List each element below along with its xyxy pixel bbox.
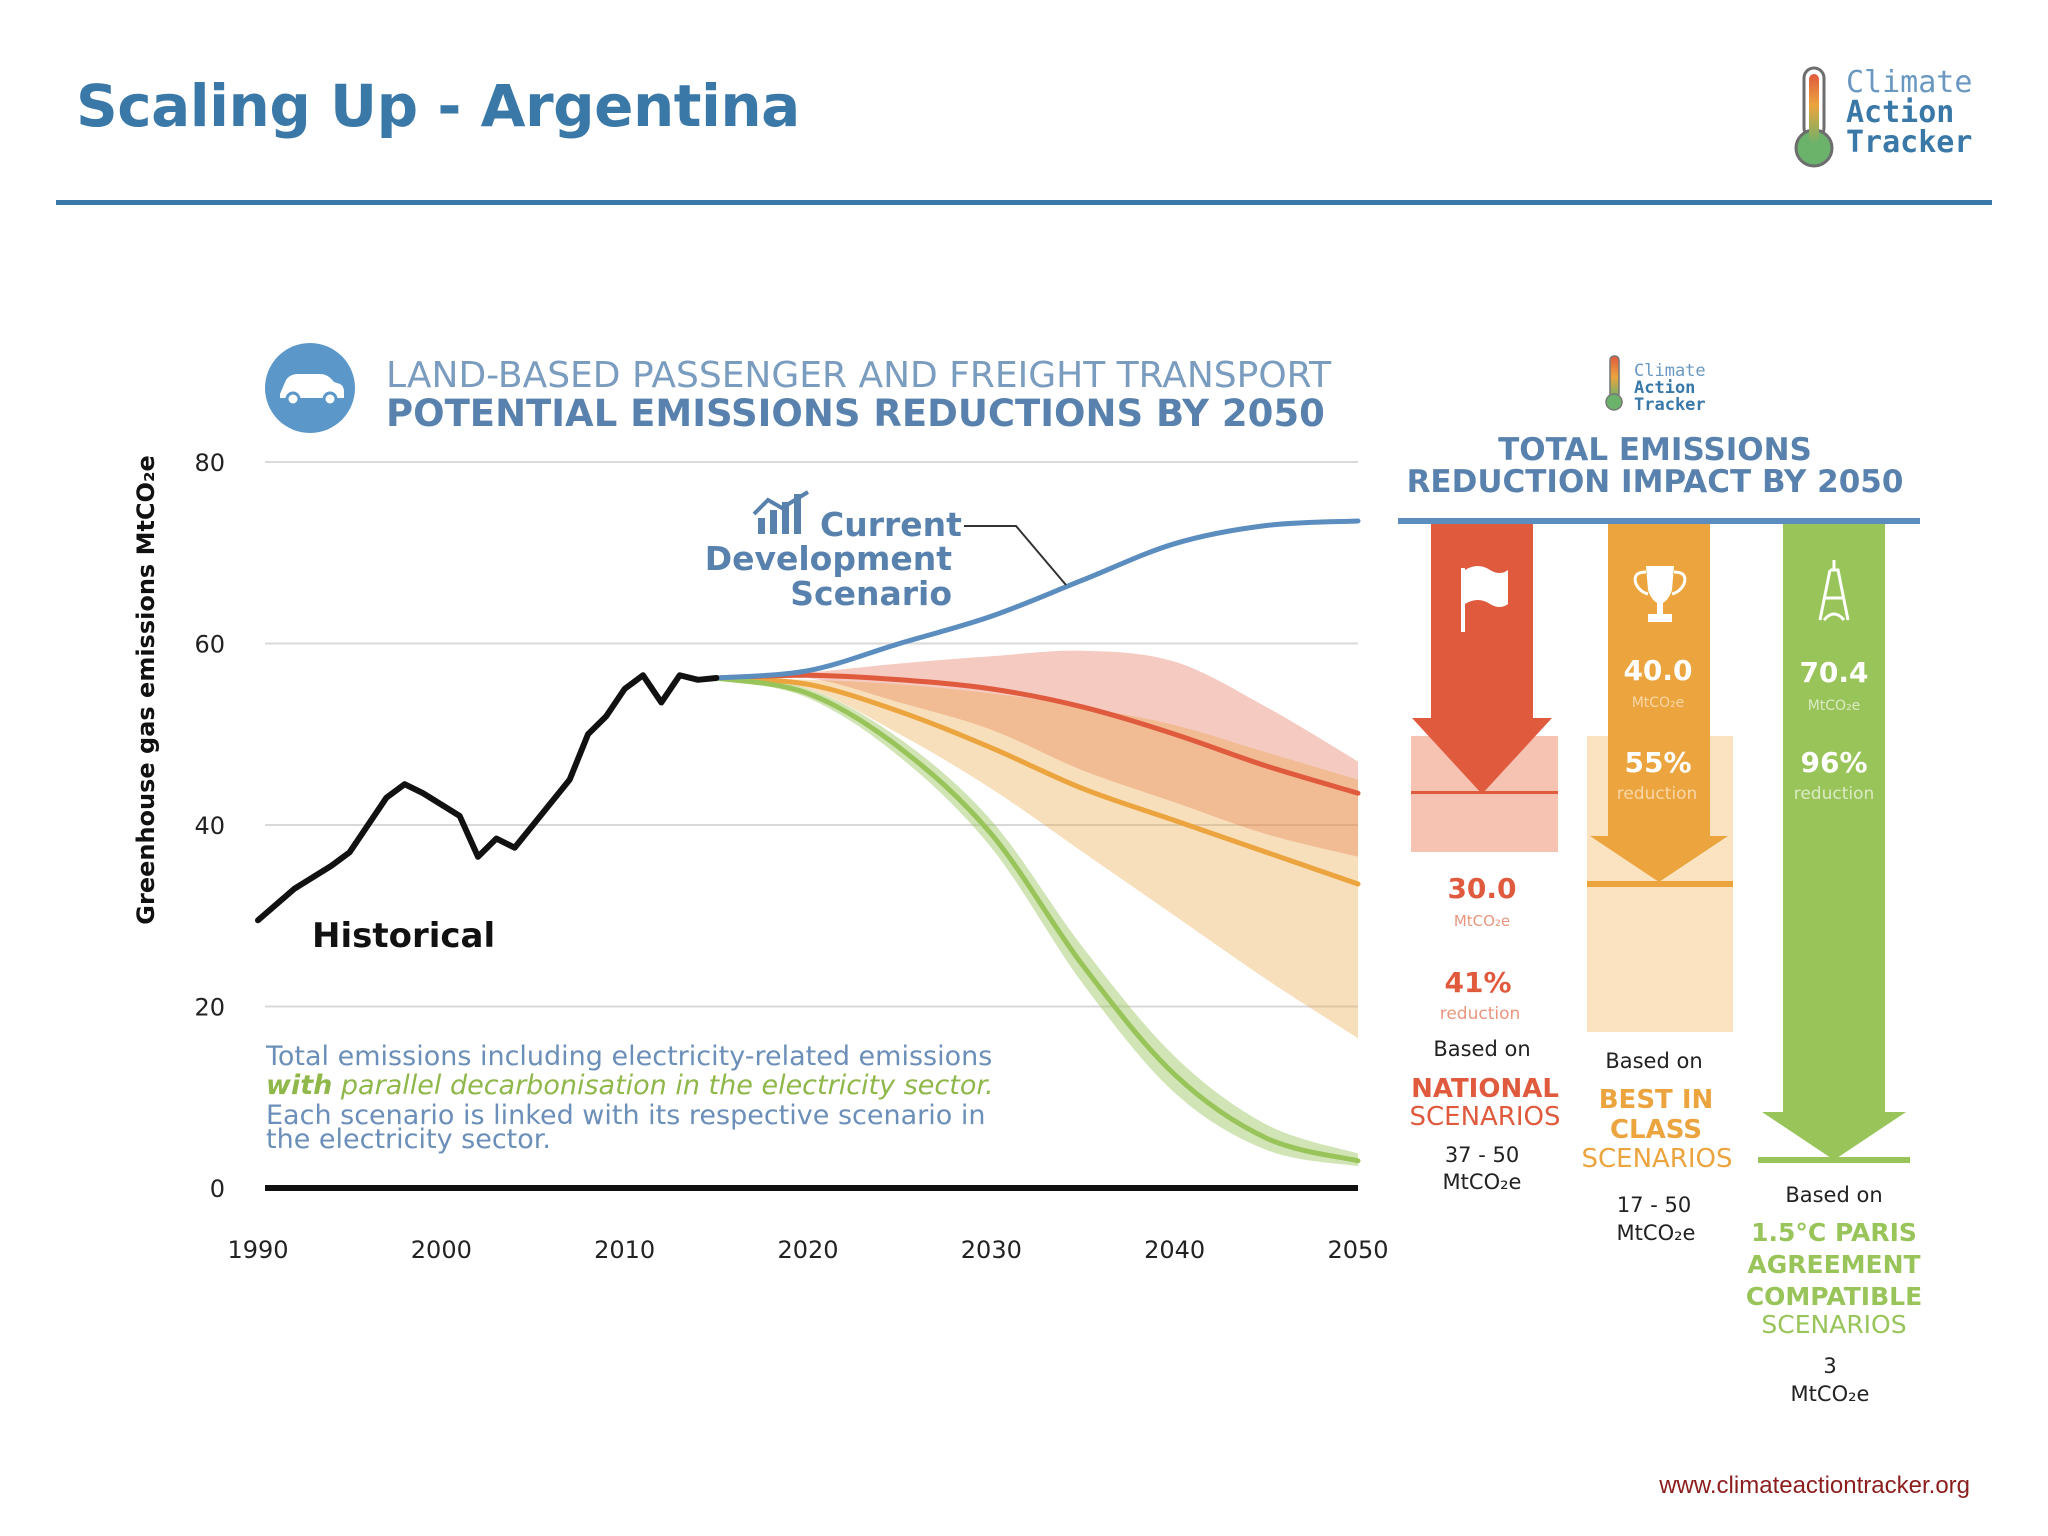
trophy-icon xyxy=(1633,566,1687,622)
thermometer-bulb xyxy=(1605,393,1623,411)
best-in-class-arrow xyxy=(1590,520,1728,882)
note-line: the electricity sector. xyxy=(266,1124,551,1155)
current-scenario-label: Scenario xyxy=(790,574,952,613)
best-in-class-scenario-label: SCENARIOS xyxy=(1581,1144,1732,1174)
thermometer-icon xyxy=(1609,355,1620,399)
best-in-class-value: 40.0 xyxy=(1623,654,1692,687)
paris-value: 70.4 xyxy=(1799,656,1868,689)
note-line: Total emissions including electricity-re… xyxy=(265,1041,992,1072)
best-in-class-scenario-label: BEST IN xyxy=(1599,1085,1714,1115)
current-scenario-label: Current xyxy=(820,505,962,544)
x-tick-label: 2030 xyxy=(961,1236,1022,1264)
paris-range-unit: MtCO₂e xyxy=(1791,1382,1870,1406)
historical-series-line xyxy=(255,672,720,924)
paris-based-on: Based on xyxy=(1785,1183,1882,1207)
paris-result-line xyxy=(1758,1157,1910,1163)
best-in-class-percent-label: reduction xyxy=(1617,784,1698,804)
note-emphasis: with xyxy=(266,1070,332,1101)
chart-subtitle: POTENTIAL EMISSIONS REDUCTIONS BY 2050 xyxy=(386,392,1325,435)
best-in-class-range-unit: MtCO₂e xyxy=(1617,1221,1696,1245)
national-scenario-label: SCENARIOS xyxy=(1409,1102,1560,1132)
best-in-class-range-band xyxy=(716,677,1358,1039)
national-unit: MtCO₂e xyxy=(1454,912,1510,930)
paris-scenario-label: SCENARIOS xyxy=(1761,1310,1906,1339)
eiffel-tower-icon xyxy=(1818,560,1850,622)
trend-chart-icon xyxy=(752,490,810,534)
best-in-class-series-line xyxy=(713,675,1361,887)
national-percent-label: reduction xyxy=(1440,1004,1521,1024)
impact-logo: Climate Action Tracker xyxy=(1605,355,1706,415)
y-tick-label: 40 xyxy=(194,812,225,840)
national-based-on: Based on xyxy=(1433,1037,1530,1061)
title-divider xyxy=(56,200,1992,205)
national-series-line xyxy=(713,672,1361,796)
paris-range: 3 xyxy=(1823,1354,1836,1378)
x-tick-label: 2000 xyxy=(411,1236,472,1264)
current-level-bar xyxy=(1398,518,1920,524)
y-tick-label: 0 xyxy=(210,1175,225,1203)
best-in-class-result-line xyxy=(1587,881,1733,887)
best-in-class-unit: MtCO₂e xyxy=(1632,695,1685,711)
car-icon xyxy=(280,374,344,407)
best-in-class-range: 17 - 50 xyxy=(1617,1193,1691,1217)
impact-heading: REDUCTION IMPACT BY 2050 xyxy=(1407,464,1904,500)
current-scenario-leader-line xyxy=(964,525,1067,586)
source-url[interactable]: www.climateactiontracker.org xyxy=(1659,1472,1970,1499)
best-in-class-percent: 55% xyxy=(1624,746,1691,779)
paris-scenario-label: AGREEMENT xyxy=(1747,1250,1920,1279)
national-range: 37 - 50 xyxy=(1445,1143,1519,1167)
thermometer-icon xyxy=(1794,66,1834,168)
impact-logo-text: Action xyxy=(1634,378,1695,398)
national-percent: 41% xyxy=(1444,966,1511,999)
logo-text-line: Climate xyxy=(1846,65,1973,100)
paris-arrow xyxy=(1762,520,1906,1160)
national-result-line xyxy=(1411,791,1558,794)
national-scenario-label: NATIONAL xyxy=(1411,1074,1559,1104)
flag-icon xyxy=(1461,566,1508,632)
paris-unit: MtCO₂e xyxy=(1808,698,1861,714)
x-tick-label: 2010 xyxy=(594,1236,655,1264)
national-arrow xyxy=(1412,520,1552,794)
page-title: Scaling Up - Argentina xyxy=(76,72,800,140)
paris-percent: 96% xyxy=(1800,746,1867,779)
paris-scenario-label: 1.5°C PARIS xyxy=(1751,1218,1917,1247)
y-axis-label: Greenhouse gas emissions MtCO₂e xyxy=(132,455,160,924)
paris-scenario-label: COMPATIBLE xyxy=(1746,1282,1922,1311)
note-line-rest: parallel decarbonisation in the electric… xyxy=(332,1070,993,1101)
x-tick-label: 1990 xyxy=(227,1236,288,1264)
note-line: with parallel decarbonisation in the ele… xyxy=(266,1070,994,1101)
x-tick-label: 2020 xyxy=(777,1236,838,1264)
note-line: Each scenario is linked with its respect… xyxy=(266,1100,985,1131)
logo-text-line: Action xyxy=(1846,95,1955,130)
national-value: 30.0 xyxy=(1447,872,1516,905)
impact-logo-text: Climate xyxy=(1634,361,1706,381)
impact-heading: TOTAL EMISSIONS xyxy=(1498,432,1812,468)
national-range-unit: MtCO₂e xyxy=(1443,1170,1522,1194)
y-tick-label: 60 xyxy=(194,631,225,659)
x-tick-label: 2050 xyxy=(1327,1236,1388,1264)
x-tick-label: 2040 xyxy=(1144,1236,1205,1264)
paris-percent-label: reduction xyxy=(1794,784,1875,804)
logo-text-line: Tracker xyxy=(1846,125,1973,160)
paris-series-line xyxy=(713,675,1361,1164)
climate-action-tracker-logo: Climate Action Tracker xyxy=(1790,62,2020,172)
best-in-class-scenario-label: CLASS xyxy=(1610,1115,1702,1145)
impact-logo-text: Tracker xyxy=(1634,395,1706,415)
historical-label: Historical xyxy=(312,916,495,956)
best-in-class-based-on: Based on xyxy=(1605,1049,1702,1073)
chart-title: LAND-BASED PASSENGER AND FREIGHT TRANSPO… xyxy=(386,355,1332,396)
y-tick-label: 80 xyxy=(194,449,225,477)
current-development-series-line xyxy=(713,518,1361,681)
y-tick-label: 20 xyxy=(194,994,225,1022)
national-range-band xyxy=(716,650,1358,857)
current-scenario-label: Development xyxy=(705,539,953,578)
